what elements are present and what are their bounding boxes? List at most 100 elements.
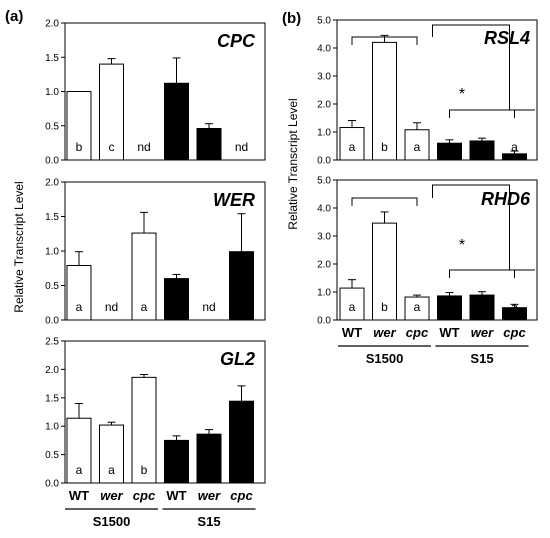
bar-letter-label: a (173, 300, 180, 314)
y-tick-label: 0.5 (45, 121, 59, 132)
bar-letter-label: a (76, 463, 83, 477)
bar-letter-label: a (173, 463, 180, 477)
y-tick-label: 3.0 (317, 232, 331, 243)
x-category-label: cpc (133, 488, 156, 503)
bar-letter-label: b (76, 140, 83, 154)
bar-letter-label: a (446, 300, 453, 314)
y-tick-label: 2.0 (45, 365, 59, 376)
gene-title: RSL4 (484, 28, 530, 48)
x-category-label: wer (471, 325, 494, 340)
y-tick-label: 1.5 (45, 53, 59, 64)
x-category-label: cpc (230, 488, 253, 503)
y-tick-label: 2.0 (317, 100, 331, 111)
bar (502, 153, 527, 161)
bar-letter-label: a (238, 300, 245, 314)
bar-letter-label: c (174, 140, 180, 154)
bar-letter-label: a (446, 140, 453, 154)
bar-letter-label: a (349, 140, 356, 154)
y-tick-label: 1.5 (45, 393, 59, 404)
sig-bracket-s1500 (351, 36, 418, 45)
x-category-label: WT (342, 325, 362, 340)
y-tick-label: 1.0 (317, 128, 331, 139)
y-tick-label: 2.5 (45, 337, 59, 348)
bar-letter-label: a (141, 300, 148, 314)
bar (196, 127, 222, 161)
panel-a-letter: (a) (5, 8, 23, 25)
x-category-label: wer (100, 488, 123, 503)
y-tick-label: 0.0 (45, 479, 59, 490)
group-label: S15 (470, 351, 493, 366)
bar-letter-label: a (206, 140, 213, 154)
bar (339, 287, 365, 321)
bar-letter-label: a (414, 140, 421, 154)
bar-letter-label: a (108, 463, 115, 477)
x-category-label: wer (198, 488, 221, 503)
bar (99, 424, 124, 484)
significance-star: * (459, 86, 465, 103)
x-category-label: wer (373, 325, 396, 340)
bar-letter-label: b (381, 300, 388, 314)
y-tick-label: 3.0 (317, 72, 331, 83)
bar-letter-label: c (109, 140, 115, 154)
gene-title: CPC (217, 31, 256, 51)
y-tick-label: 1.0 (45, 422, 59, 433)
gene-title: RHD6 (481, 189, 531, 209)
bar-letter-label: a (479, 300, 486, 314)
y-tick-label: 2.0 (45, 19, 59, 30)
y-tick-label: 0.5 (45, 281, 59, 292)
bar (131, 376, 157, 484)
y-tick-label: 1.0 (317, 288, 331, 299)
bar-letter-label: nd (105, 300, 118, 314)
gene-title: WER (213, 190, 255, 210)
plots: 0.0 0.5 1.0 1.5 2.0 CPC b c nd c a nd 0.0 0.5 1.0 1.5 2.… (45, 16, 538, 529)
bar-letter-label: b (238, 463, 245, 477)
bar (66, 91, 92, 161)
sig-connector (432, 24, 510, 110)
x-category-label: WT (69, 488, 89, 503)
bar-letter-label: b (141, 463, 148, 477)
significance-star: * (459, 237, 465, 254)
sig-bracket-s15 (449, 109, 535, 118)
sig-bracket-s15 (449, 269, 535, 278)
plot-cpc: 0.0 0.5 1.0 1.5 2.0 CPC b c nd c a nd (45, 19, 266, 167)
bar (164, 82, 189, 161)
bar-letter-label: nd (202, 300, 215, 314)
bar (229, 251, 254, 321)
y-tick-label: 5.0 (317, 16, 331, 27)
bar-letter-label: a (511, 140, 518, 154)
sig-bracket-s1500 (351, 197, 418, 206)
bar (372, 222, 397, 321)
bar (131, 232, 157, 321)
y-tick-label: 0.0 (317, 316, 331, 327)
sig-connector (432, 184, 510, 270)
y-tick-label: 2.0 (317, 260, 331, 271)
plot-wer: 0.0 0.5 1.0 1.5 2.0 WER a nd a a nd a (45, 178, 266, 327)
y-tick-label: 1.0 (45, 247, 59, 258)
bar (339, 127, 365, 161)
group-label: S15 (197, 514, 220, 529)
bar (229, 400, 254, 484)
x-category-label: WT (439, 325, 459, 340)
y-tick-label: 2.0 (45, 178, 59, 189)
bar (196, 433, 222, 484)
y-tick-label: 0.0 (45, 316, 59, 327)
x-category-label: WT (166, 488, 186, 503)
y-tick-label: 4.0 (317, 204, 331, 215)
bar-letter-label: a (511, 300, 518, 314)
panel-b-letter: (b) (282, 10, 301, 27)
y-tick-label: 1.5 (45, 212, 59, 223)
bar (99, 63, 124, 161)
bar (66, 264, 92, 321)
y-tick-label: 0.0 (317, 156, 331, 167)
bar-letter-label: b (381, 140, 388, 154)
bar-letter-label: nd (235, 140, 248, 154)
y-tick-label: 0.5 (45, 450, 59, 461)
bar-letter-label: a (479, 140, 486, 154)
y-tick-label: 0.0 (45, 156, 59, 167)
x-category-label: cpc (406, 325, 429, 340)
bar (164, 278, 189, 321)
bar-letter-label: a (414, 300, 421, 314)
